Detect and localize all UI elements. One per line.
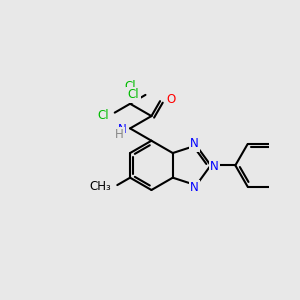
Text: Cl: Cl <box>124 80 136 93</box>
Text: N: N <box>118 123 126 136</box>
Text: N: N <box>190 137 199 150</box>
Text: Cl: Cl <box>128 88 139 101</box>
Text: H: H <box>115 128 124 141</box>
Text: CH₃: CH₃ <box>89 180 111 193</box>
Text: Cl: Cl <box>97 109 109 122</box>
Text: N: N <box>210 160 219 172</box>
Text: O: O <box>166 93 176 106</box>
Text: N: N <box>190 181 199 194</box>
